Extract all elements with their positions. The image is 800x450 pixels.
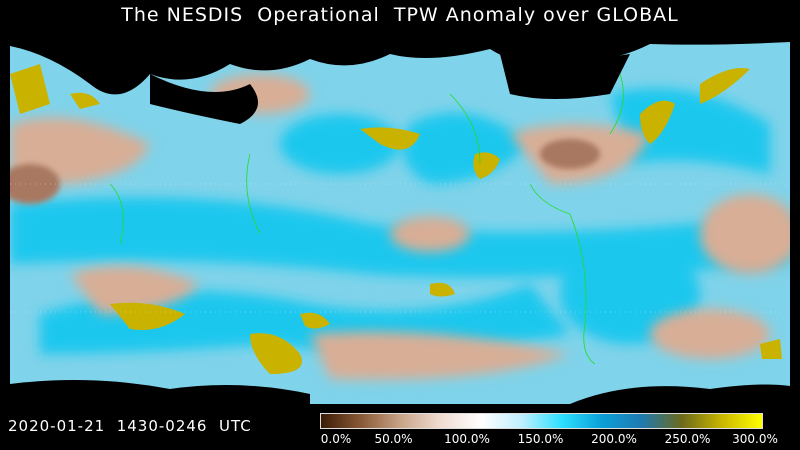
colorbar bbox=[320, 413, 763, 429]
timestamp-label: 2020-01-21 1430-0246 UTC bbox=[8, 417, 252, 435]
map-title: The NESDIS Operational TPW Anomaly over … bbox=[121, 4, 679, 26]
colorbar-gradient bbox=[321, 414, 762, 428]
colorbar-tick-label: 100.0% bbox=[444, 432, 490, 446]
colorbar-tick-label: 300.0% bbox=[732, 432, 778, 446]
coastlines bbox=[109, 73, 624, 365]
very-dry-regions bbox=[10, 139, 600, 204]
colorbar-tick-label: 200.0% bbox=[591, 432, 637, 446]
colorbar-tick-label: 0.0% bbox=[320, 432, 352, 446]
tpw-anomaly-map bbox=[10, 34, 790, 404]
extreme-anomaly-regions bbox=[10, 64, 782, 374]
colorbar-tick-label: 250.0% bbox=[664, 432, 711, 446]
no-data-regions bbox=[10, 34, 790, 404]
colorbar-tick-label: 150.0% bbox=[517, 432, 564, 446]
colorbar-tick-label: 50.0% bbox=[374, 432, 413, 446]
latitude-lines bbox=[10, 183, 790, 313]
